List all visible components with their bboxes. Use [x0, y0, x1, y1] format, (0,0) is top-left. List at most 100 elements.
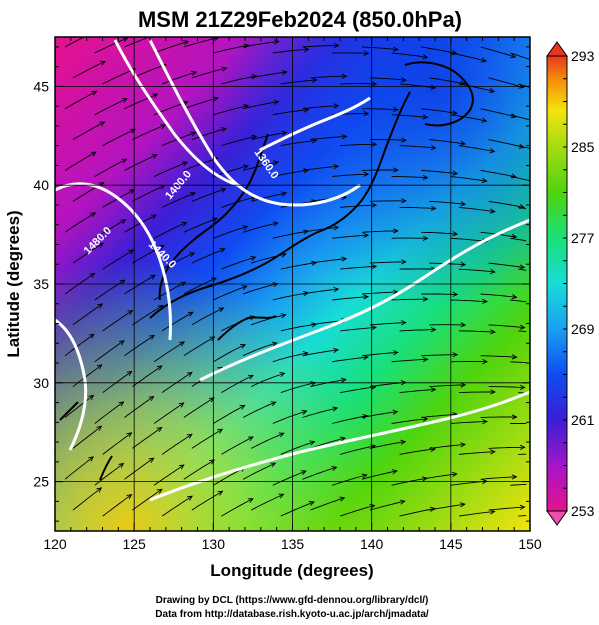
streamline [280, 139, 317, 147]
streamline [161, 71, 197, 85]
streamline-arrowhead [511, 474, 518, 480]
streamline-arrowhead [490, 329, 496, 335]
streamline-arrowhead [422, 114, 429, 120]
streamline [250, 432, 284, 449]
map-grid [55, 37, 530, 531]
streamline-arrowhead [519, 504, 526, 510]
streamline [153, 161, 188, 177]
streamline [153, 41, 189, 54]
streamline-arrowhead [300, 470, 307, 476]
chart-title: MSM 21Z29Feb2024 (850.0hPa) [138, 7, 462, 32]
streamline-arrowhead [489, 88, 496, 94]
streamline-arrowhead [511, 414, 518, 420]
streamline-arrowhead [460, 442, 467, 448]
streamline [272, 109, 309, 116]
streamline-arrowhead [273, 39, 280, 45]
streamline [518, 330, 527, 333]
streamline-arrowhead [430, 327, 437, 333]
streamline [72, 121, 105, 140]
streamline-arrowhead [160, 124, 167, 130]
streamline-arrowhead [422, 174, 429, 181]
streamline [399, 448, 436, 455]
streamline-arrowhead [186, 433, 193, 439]
streamline-arrowhead [126, 493, 133, 500]
streamline [161, 433, 193, 455]
streamline-arrowhead [341, 256, 348, 262]
streamline [124, 93, 158, 110]
streamline [369, 77, 406, 81]
streamline [488, 446, 525, 449]
streamline-arrowhead [303, 46, 310, 53]
streamline [480, 355, 517, 358]
streamline [221, 498, 254, 517]
streamline [488, 77, 524, 88]
streamline-arrowhead [122, 37, 129, 43]
streamline [391, 418, 428, 424]
streamline [102, 494, 132, 517]
streamline-arrowhead [178, 402, 185, 408]
streamline [72, 242, 104, 264]
streamline-arrowhead [422, 296, 429, 302]
streamline [64, 90, 97, 110]
streamline [391, 52, 428, 58]
streamline-arrowhead [190, 131, 197, 137]
streamline-arrowhead [519, 444, 526, 450]
streamline [391, 114, 428, 118]
streamline [124, 396, 154, 418]
streamline-arrowhead [118, 462, 125, 469]
streamline [399, 329, 436, 332]
streamline [132, 184, 165, 202]
colorbar-tick-label: 293 [571, 48, 595, 64]
streamline-arrowhead [430, 145, 437, 151]
streamline [302, 288, 339, 295]
streamline-arrowhead [148, 395, 155, 402]
credit-data: Data from http://database.rish.kyoto-u.a… [155, 609, 429, 620]
streamline-arrowhead [187, 495, 193, 501]
streamline [221, 135, 257, 147]
streamline-arrowhead [371, 81, 378, 87]
streamline-arrowhead [191, 70, 198, 76]
streamline [102, 68, 136, 85]
streamline [369, 139, 406, 141]
streamline [518, 515, 527, 517]
streamline-arrowhead [451, 471, 458, 477]
streamline-arrowhead [452, 231, 459, 237]
colorbar-bottom-arrow [546, 510, 568, 526]
streamline [361, 169, 398, 171]
streamline-arrowhead [187, 311, 194, 317]
streamline [332, 474, 367, 486]
x-tick-label: 150 [518, 536, 542, 552]
streamline [332, 296, 369, 301]
streamline [221, 436, 254, 455]
streamline-arrowhead [281, 191, 288, 197]
streamline-arrowhead [363, 294, 370, 300]
streamline-arrowhead [481, 177, 488, 184]
height-contours [55, 39, 530, 502]
streamline-arrowhead [241, 285, 248, 291]
streamline-arrowhead [273, 99, 280, 105]
streamline [488, 324, 525, 329]
streamline [191, 307, 224, 326]
streamline [510, 114, 530, 121]
streamline [272, 48, 309, 54]
streamline-arrowhead [452, 291, 459, 297]
x-tick-label: 145 [439, 536, 463, 552]
streamline [183, 459, 215, 480]
streamline [272, 352, 308, 363]
streamline [102, 249, 134, 270]
streamline-arrowhead [333, 42, 340, 49]
streamline-arrowhead [181, 221, 188, 227]
streamline-arrowhead [119, 279, 126, 285]
streamline-arrowhead [311, 77, 318, 83]
streamline [340, 265, 377, 270]
streamline [213, 344, 246, 363]
streamline [242, 283, 278, 295]
streamline [161, 495, 193, 517]
streamline [421, 293, 458, 295]
streamline-arrowhead [399, 499, 406, 505]
streamline [242, 161, 279, 171]
streamline [518, 206, 527, 210]
streamline-arrowhead [128, 249, 135, 255]
streamline-arrowhead [333, 103, 340, 109]
